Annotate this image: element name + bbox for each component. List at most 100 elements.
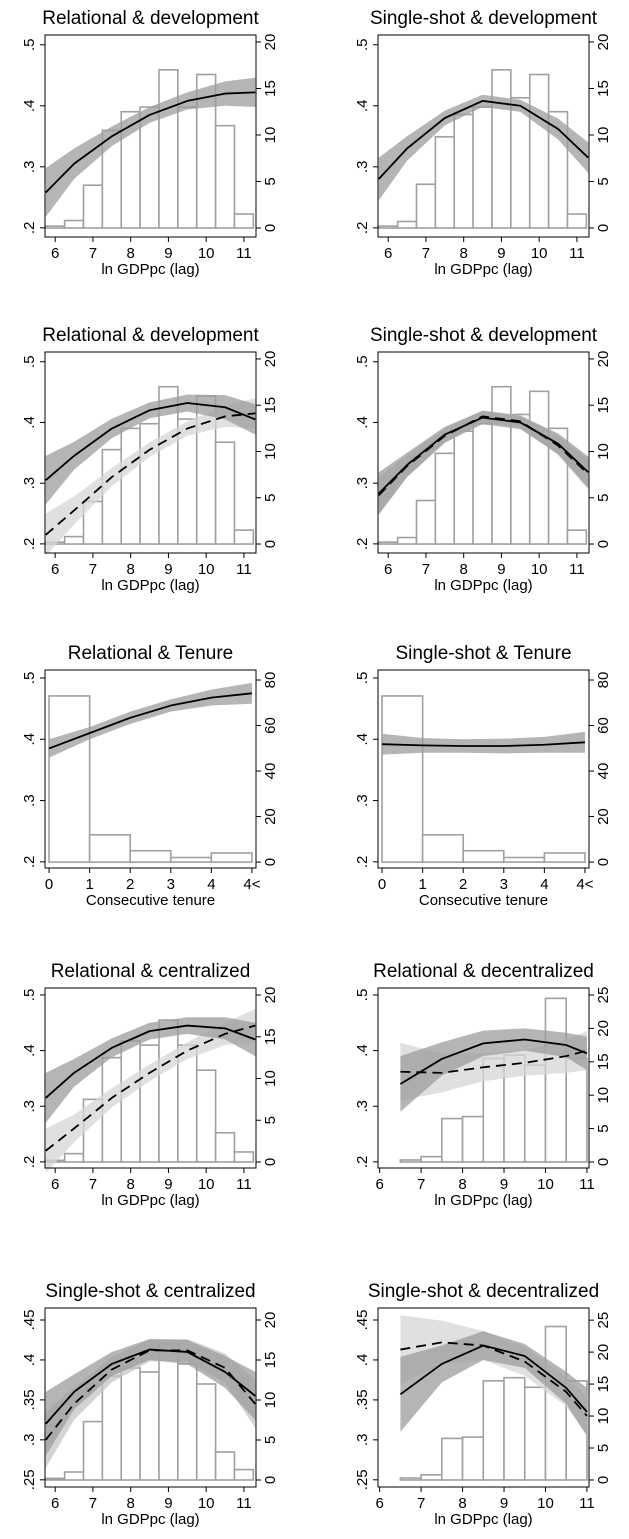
y2-tick-label: 10 (262, 443, 279, 460)
y2-tick-label: 10 (595, 1408, 612, 1425)
panel-title: Single-shot & centralized (45, 1281, 255, 1302)
y-tick-label: .2 (21, 222, 38, 235)
histogram-bar (120, 1367, 141, 1481)
y2-tick-label: 20 (262, 987, 279, 1004)
fit-line (400, 1049, 588, 1074)
y-tick-label: .5 (354, 989, 371, 1002)
x-tick-label: 7 (417, 1495, 425, 1512)
confidence-band (378, 410, 589, 515)
y2-tick-label: 25 (595, 1312, 612, 1329)
fit-line (400, 1341, 588, 1417)
confidence-band (382, 731, 585, 755)
histogram-bar (523, 1064, 547, 1163)
confidence-band (45, 77, 256, 217)
x-tick-label: 7 (422, 561, 430, 578)
fit-line (45, 1024, 256, 1152)
y2-tick-label: 20 (595, 808, 612, 825)
y2-tick-label: 5 (595, 1444, 612, 1452)
y2-tick-label: 10 (595, 1087, 612, 1104)
histogram-bar (528, 73, 550, 229)
plot-frame (44, 987, 257, 1169)
histogram-bar (158, 1019, 179, 1163)
x-tick-label: 3 (500, 876, 508, 893)
plot-frame (44, 1307, 257, 1488)
y2-tick-label: 15 (262, 1352, 279, 1369)
histogram-bar (101, 1375, 123, 1481)
histogram-bar (441, 1117, 464, 1163)
y-tick-label: .3 (354, 161, 371, 174)
histogram-bar (566, 529, 588, 545)
x-tick-label: 11 (236, 1495, 252, 1512)
histogram-bar (510, 413, 531, 545)
histogram-bar (453, 430, 474, 545)
x-tick-label: 9 (164, 1176, 172, 1193)
y2-tick-label: 5 (262, 1116, 279, 1124)
histogram-bar (233, 529, 255, 545)
y-tick-label: .3 (354, 1434, 371, 1447)
y2-tick-label: 20 (595, 34, 612, 51)
x-tick-label: 8 (460, 245, 468, 262)
x-tick-label: 6 (51, 1495, 59, 1512)
x-tick-label: 9 (164, 1495, 172, 1512)
histogram-bar (434, 136, 456, 229)
histogram-bar (420, 1474, 443, 1481)
y-tick-label: .3 (354, 1100, 371, 1113)
y2-tick-label: 20 (262, 1312, 279, 1329)
y-tick-label: .25 (21, 1469, 38, 1490)
x-tick-label: 2 (126, 876, 134, 893)
y-tick-label: .5 (21, 39, 38, 52)
y2-tick-label: 15 (262, 397, 279, 414)
histogram-bar (210, 852, 253, 863)
histogram-bar (214, 441, 236, 545)
x-tick-label: 9 (164, 561, 172, 578)
x-tick-label: 11 (569, 245, 585, 262)
x-tick-label: 10 (537, 1176, 554, 1193)
histogram-bar (158, 69, 179, 229)
histogram-bar (44, 225, 66, 229)
histogram-bar (396, 220, 418, 229)
fit-line (399, 1344, 588, 1413)
x-tick-label: 4 (540, 876, 548, 893)
y2-tick-label: 0 (262, 1158, 279, 1166)
x-tick-label: 11 (579, 1495, 595, 1512)
fit-line (48, 692, 253, 750)
histogram-bar (491, 385, 512, 545)
y2-tick-label: 5 (262, 177, 279, 185)
y-tick-label: .5 (21, 989, 38, 1002)
y2-tick-label: 60 (262, 717, 279, 734)
y2-tick-label: 0 (595, 224, 612, 232)
plot-frame (44, 669, 257, 869)
x-tick-label: 6 (384, 561, 392, 578)
y2-tick-label: 80 (262, 672, 279, 689)
y-tick-label: .2 (21, 538, 38, 551)
y2-tick-label: 15 (262, 80, 279, 97)
x-tick-label: 11 (236, 1176, 252, 1193)
histogram-bar (158, 1343, 179, 1481)
y-tick-label: .5 (354, 39, 371, 52)
x-axis-label: ln GDPpc (lag) (101, 1511, 199, 1528)
histogram-bar (88, 833, 132, 863)
y-tick-label: .5 (354, 355, 371, 368)
y-tick-label: .35 (21, 1389, 38, 1410)
histogram-bar (377, 225, 399, 229)
histogram-bar (453, 113, 474, 229)
x-tick-label: 10 (198, 1176, 215, 1193)
histogram-bar (177, 1363, 198, 1481)
histogram-bar (195, 1069, 217, 1163)
panel-title: Single-shot & development (370, 8, 598, 29)
x-axis-label: ln GDPpc (lag) (101, 577, 199, 594)
x-tick-label: 7 (422, 245, 430, 262)
y2-tick-label: 15 (595, 1376, 612, 1393)
x-tick-label: 9 (497, 245, 505, 262)
y-tick-label: .2 (354, 222, 371, 235)
histogram-bar (63, 535, 85, 545)
x-tick-label: 4< (243, 876, 260, 893)
y2-tick-label: 20 (262, 351, 279, 368)
plot-frame (377, 351, 590, 554)
y2-tick-label: 15 (595, 397, 612, 414)
y-tick-label: .3 (354, 794, 371, 807)
fit-line (378, 416, 589, 495)
y-tick-label: .5 (21, 672, 38, 685)
y2-tick-label: 0 (262, 1476, 279, 1484)
x-tick-label: 9 (500, 1495, 508, 1512)
